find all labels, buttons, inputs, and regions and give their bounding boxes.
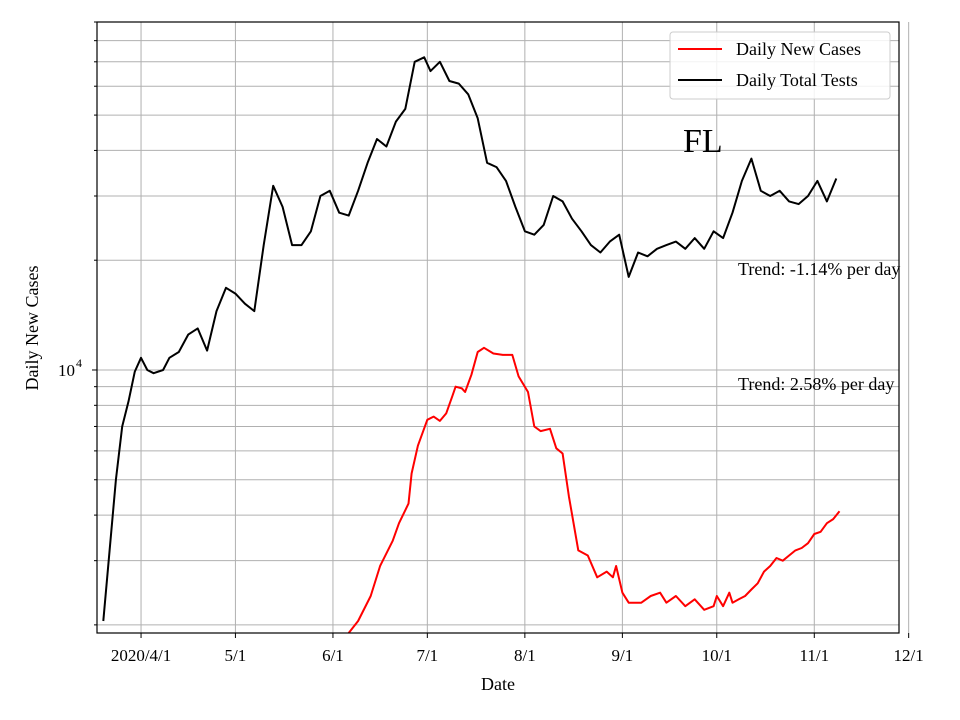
x-tick-label: 5/1	[225, 646, 247, 665]
x-tick-label: 2020/4/1	[111, 646, 171, 665]
state-label: FL	[683, 123, 723, 160]
series-layer	[102, 56, 841, 633]
trend-annotation-tests: Trend: -1.14% per day	[738, 259, 900, 279]
legend: Daily New Cases Daily Total Tests	[669, 31, 891, 100]
x-tick-label: 12/1	[894, 646, 924, 665]
series-line-tests	[102, 56, 838, 622]
y-axis-ticks: 10 4	[58, 21, 97, 626]
legend-label-cases: Daily New Cases	[736, 39, 861, 59]
y-axis-label: Daily New Cases	[22, 266, 42, 391]
x-tick-label: 8/1	[514, 646, 536, 665]
x-axis-label: Date	[481, 674, 515, 694]
y-tick-exponent: 4	[76, 356, 82, 370]
series-line-cases	[347, 346, 841, 633]
legend-box	[669, 31, 891, 100]
x-tick-label: 11/1	[799, 646, 829, 665]
y-tick-label: 10	[58, 361, 75, 380]
x-tick-label: 9/1	[612, 646, 634, 665]
x-tick-label: 6/1	[322, 646, 344, 665]
x-tick-label: 10/1	[702, 646, 732, 665]
x-axis-ticks: 2020/4/1 5/1 6/1 7/1 8/1 9/1 10/1 11/1 12/1	[111, 633, 924, 665]
x-tick-label: 7/1	[416, 646, 438, 665]
grid	[97, 21, 910, 633]
trend-annotation-cases: Trend: 2.58% per day	[738, 374, 894, 394]
legend-label-tests: Daily Total Tests	[736, 70, 858, 90]
plot-frame	[96, 21, 900, 634]
